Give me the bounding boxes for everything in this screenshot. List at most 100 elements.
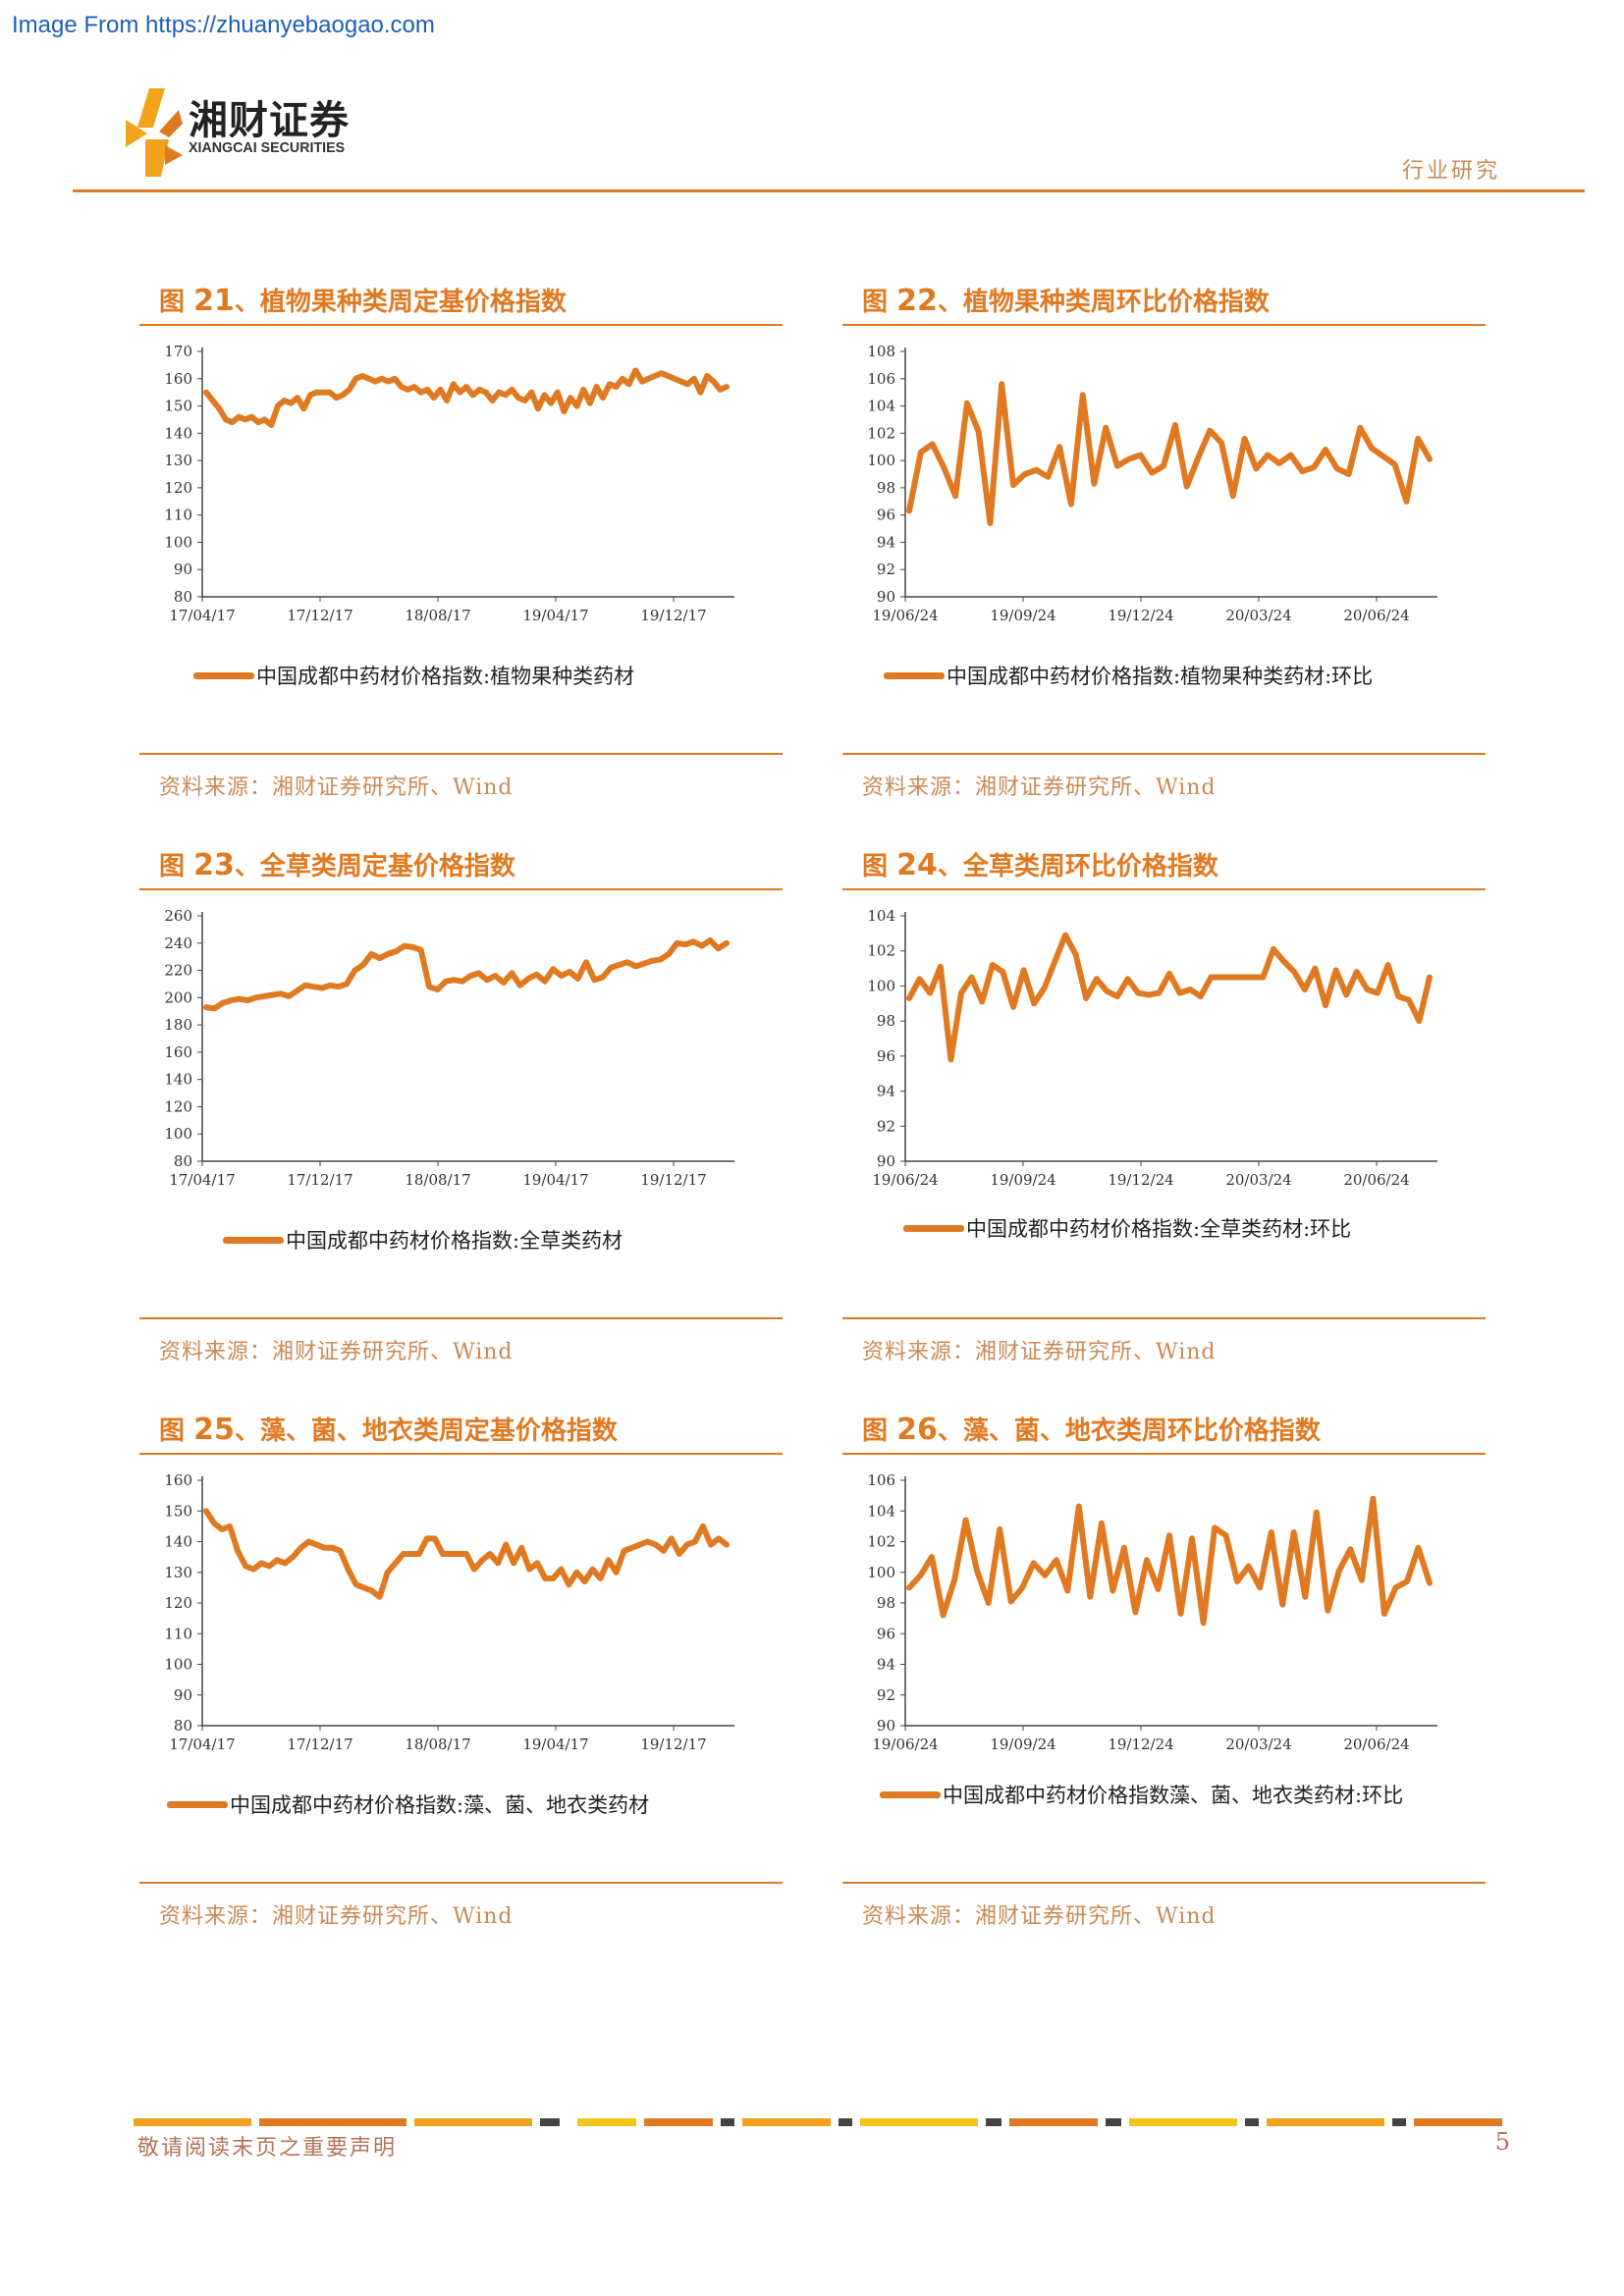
y-tick-label: 140: [164, 424, 192, 442]
x-tick-label: 20/06/24: [1343, 607, 1409, 624]
y-tick-label: 130: [164, 452, 192, 469]
y-tick-label: 160: [164, 370, 192, 388]
series-line: [906, 932, 1433, 1063]
y-tick-label: 100: [867, 1564, 895, 1581]
x-tick-label: 19/12/24: [1108, 1171, 1173, 1189]
y-tick-label: 110: [164, 507, 192, 524]
x-tick-label: 19/09/24: [990, 1735, 1056, 1753]
legend-swatch: [223, 1236, 284, 1244]
series-line: [906, 381, 1433, 526]
source-note: 资料来源：湘财证券研究所、Wind: [159, 1340, 514, 1364]
y-tick-label: 98: [877, 1594, 895, 1612]
watermark-link[interactable]: Image From https://zhuanyebaogao.com: [12, 12, 435, 38]
x-tick-label: 19/04/17: [522, 1735, 588, 1753]
line-chart: 80 90 100 110 120 130 140 150 160 170 17/04/17 17/1…: [164, 343, 734, 624]
figure-rule-top: [139, 324, 783, 326]
y-tick-label: 160: [164, 1043, 192, 1061]
y-tick-label: 150: [164, 398, 192, 415]
x-tick-label: 19/09/24: [990, 1171, 1056, 1189]
y-tick-label: 220: [164, 962, 192, 980]
x-tick-label: 20/06/24: [1343, 1735, 1409, 1753]
y-tick-label: 96: [877, 1047, 895, 1065]
y-tick-label: 92: [877, 561, 895, 578]
series-line: [203, 367, 730, 428]
y-tick-label: 90: [877, 1152, 895, 1170]
footer-stripe: [134, 2118, 1502, 2126]
legend-label: 中国成都中药材价格指数:全草类药材: [286, 1229, 623, 1253]
y-tick-label: 120: [164, 479, 192, 497]
legend-label: 中国成都中药材价格指数:植物果种类药材: [256, 665, 635, 688]
logo-mark-icon: [126, 88, 183, 177]
y-tick-label: 100: [164, 1125, 192, 1143]
y-tick-label: 92: [877, 1686, 895, 1704]
figure-26: 图 26、藻、菌、地衣类周环比价格指数 90 92 94 96 98 100 102 104 1…: [842, 1414, 1486, 1929]
figure-rule-bottom: [139, 753, 783, 755]
y-tick-label: 240: [164, 934, 192, 952]
x-tick-label: 19/09/24: [990, 607, 1056, 624]
source-note: 资料来源：湘财证券研究所、Wind: [862, 1340, 1217, 1364]
source-note: 资料来源：湘财证券研究所、Wind: [159, 1904, 514, 1929]
series-line: [906, 1495, 1433, 1627]
y-tick-label: 100: [867, 452, 895, 469]
y-tick-label: 200: [164, 988, 192, 1006]
y-tick-label: 104: [867, 907, 895, 925]
x-tick-label: 19/12/24: [1108, 1735, 1173, 1753]
line-chart: 90 92 94 96 98 100 102 104 106 108 19/06/24 19/09/2…: [867, 343, 1437, 624]
y-tick-label: 108: [867, 343, 895, 360]
y-tick-label: 94: [877, 1656, 895, 1674]
x-tick-label: 19/06/24: [872, 1735, 938, 1753]
figure-25: 图 25、藻、菌、地衣类周定基价格指数 80 90 100 110 120 130 140 1…: [139, 1414, 783, 1929]
x-tick-label: 18/08/17: [405, 1171, 470, 1189]
y-tick-label: 90: [174, 1686, 192, 1704]
y-tick-label: 260: [164, 907, 192, 925]
y-tick-label: 80: [174, 1152, 192, 1170]
y-tick-label: 140: [164, 1071, 192, 1089]
figure-title: 图 24、全草类周环比价格指数: [862, 848, 1218, 882]
y-tick-label: 96: [877, 1625, 895, 1642]
y-tick-label: 100: [164, 533, 192, 551]
y-tick-label: 92: [877, 1117, 895, 1135]
chart-legend: 中国成都中药材价格指数藻、菌、地衣类药材:环比: [880, 1779, 1403, 1810]
chart-legend: 中国成都中药材价格指数:藻、菌、地衣类药材: [167, 1789, 649, 1820]
y-tick-label: 180: [164, 1016, 192, 1034]
y-tick-label: 80: [174, 588, 192, 606]
legend-swatch: [903, 1224, 964, 1232]
y-tick-label: 102: [867, 424, 895, 442]
page-number: 5: [1494, 2128, 1510, 2156]
x-tick-label: 18/08/17: [405, 607, 470, 624]
brand-name-cn: 湘财证券: [189, 98, 350, 143]
y-tick-label: 106: [867, 1471, 895, 1489]
x-tick-label: 20/03/24: [1225, 1735, 1291, 1753]
y-tick-label: 94: [877, 1083, 895, 1100]
chart-legend: 中国成都中药材价格指数:植物果种类药材: [193, 660, 634, 691]
footer-disclaimer: 敬请阅读末页之重要声明: [137, 2136, 398, 2161]
legend-swatch: [167, 1800, 228, 1808]
x-tick-label: 20/06/24: [1343, 1171, 1409, 1189]
line-chart: 90 92 94 96 98 100 102 104 19/06/24 19/09/24 19/12…: [867, 907, 1437, 1189]
figure-title: 图 22、植物果种类周环比价格指数: [862, 284, 1270, 318]
y-tick-label: 100: [867, 977, 895, 994]
y-tick-label: 98: [877, 479, 895, 497]
y-tick-label: 104: [867, 1502, 895, 1520]
figure-22: 图 22、植物果种类周环比价格指数 90 92 94 96 98 100 102 104 106…: [842, 284, 1486, 800]
x-tick-label: 19/12/17: [640, 1171, 706, 1189]
legend-label: 中国成都中药材价格指数:全草类药材:环比: [966, 1217, 1352, 1241]
source-note: 资料来源：湘财证券研究所、Wind: [862, 1904, 1217, 1929]
figure-rule-top: [842, 1453, 1486, 1455]
brand-name-en: XIANGCAI SECURITIES: [189, 139, 346, 156]
x-tick-label: 17/12/17: [287, 1735, 352, 1753]
x-tick-label: 19/04/17: [522, 607, 588, 624]
figure-rule-top: [139, 888, 783, 890]
legend-label: 中国成都中药材价格指数藻、菌、地衣类药材:环比: [943, 1784, 1404, 1807]
y-tick-label: 102: [867, 1533, 895, 1551]
y-tick-label: 104: [867, 398, 895, 415]
line-chart: 80 90 100 110 120 130 140 150 160 17/04/17 17/12/1…: [164, 1471, 734, 1753]
x-tick-label: 17/04/17: [169, 1735, 235, 1753]
x-tick-label: 19/06/24: [872, 1171, 938, 1189]
y-tick-label: 120: [164, 1097, 192, 1115]
figure-rule-top: [842, 324, 1486, 326]
figure-title: 图 23、全草类周定基价格指数: [159, 848, 515, 882]
figure-rule-top: [842, 888, 1486, 890]
x-tick-label: 17/04/17: [169, 607, 235, 624]
y-tick-label: 102: [867, 942, 895, 960]
